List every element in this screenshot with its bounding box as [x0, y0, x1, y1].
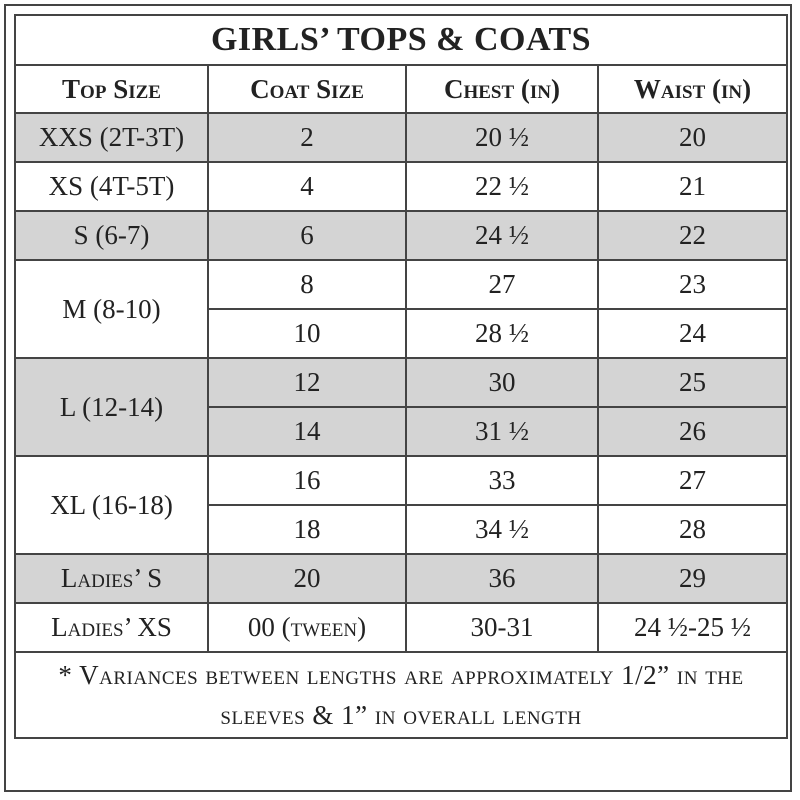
chest-cell: 24 ½	[405, 210, 599, 261]
coat-size-cell: 10	[207, 308, 407, 359]
coat-size-cell: 00 (tween)	[207, 602, 407, 653]
top-size-cell: L (12-14)	[14, 357, 209, 457]
waist-cell: 23	[596, 259, 789, 310]
chest-cell: 31 ½	[405, 406, 599, 457]
waist-cell: 26	[596, 406, 789, 457]
waist-cell: 24 ½-25 ½	[596, 602, 789, 653]
chest-cell: 22 ½	[405, 161, 599, 212]
table-row: 14 31 ½ 26	[15, 406, 789, 457]
table-row: L (12-14) 12 30 25	[14, 357, 789, 457]
top-size-cell: S (6-7)	[14, 210, 209, 261]
table-row: Ladies’ XS 00 (tween) 30-31 24 ½-25 ½	[14, 602, 789, 653]
title-row: GIRLS’ TOPS & COATS	[13, 14, 789, 66]
top-size-cell: XL (16-18)	[14, 455, 209, 555]
waist-cell: 20	[596, 112, 789, 163]
table-row: 18 34 ½ 28	[15, 504, 789, 555]
header-cell: Top Size	[14, 64, 209, 114]
table-title: GIRLS’ TOPS & COATS	[13, 14, 789, 66]
top-size-cell: M (8-10)	[14, 259, 209, 359]
coat-size-cell: 12	[207, 357, 407, 408]
chest-cell: 28 ½	[405, 308, 599, 359]
waist-cell: 22	[596, 210, 789, 261]
waist-cell: 28	[596, 504, 789, 555]
footnote: * Variances between lengths are approxim…	[13, 651, 789, 739]
chest-cell: 20 ½	[405, 112, 599, 163]
top-size-cell: Ladies’ XS	[14, 602, 209, 653]
header-cell: Chest (in)	[405, 64, 599, 114]
table-row: Ladies’ S 20 36 29	[14, 553, 789, 604]
table-row: S (6-7) 6 24 ½ 22	[14, 210, 789, 261]
coat-size-cell: 6	[207, 210, 407, 261]
table-row: XL (16-18) 16 33 27	[14, 455, 789, 555]
chest-cell: 30	[405, 357, 599, 408]
coat-size-cell: 2	[207, 112, 407, 163]
waist-cell: 27	[596, 455, 789, 506]
chest-cell: 27	[405, 259, 599, 310]
top-size-cell: Ladies’ S	[14, 553, 209, 604]
header-cell: Waist (in)	[596, 64, 789, 114]
size-table: GIRLS’ TOPS & COATS Top Size Coat Size C…	[13, 14, 789, 739]
table-row: M (8-10) 8 27 23	[14, 259, 789, 359]
table-body: GIRLS’ TOPS & COATS Top Size Coat Size C…	[13, 14, 789, 739]
top-size-cell: XS (4T-5T)	[14, 161, 209, 212]
coat-size-cell: 20	[207, 553, 407, 604]
chest-cell: 34 ½	[405, 504, 599, 555]
waist-cell: 25	[596, 357, 789, 408]
coat-size-cell: 18	[207, 504, 407, 555]
header-row: Top Size Coat Size Chest (in) Waist (in)	[14, 64, 789, 114]
footnote-row: * Variances between lengths are approxim…	[13, 651, 789, 739]
header-cell: Coat Size	[207, 64, 407, 114]
chest-cell: 30-31	[405, 602, 599, 653]
chest-cell: 33	[405, 455, 599, 506]
coat-size-cell: 14	[207, 406, 407, 457]
outer-frame	[4, 4, 792, 792]
waist-cell: 29	[596, 553, 789, 604]
chest-cell: 36	[405, 553, 599, 604]
table-row: 10 28 ½ 24	[15, 308, 789, 359]
table-row: XS (4T-5T) 4 22 ½ 21	[14, 161, 789, 212]
table-row: XXS (2T-3T) 2 20 ½ 20	[14, 112, 789, 163]
top-size-cell: XXS (2T-3T)	[14, 112, 209, 163]
waist-cell: 24	[596, 308, 789, 359]
coat-size-cell: 4	[207, 161, 407, 212]
coat-size-cell: 16	[207, 455, 407, 506]
waist-cell: 21	[596, 161, 789, 212]
coat-size-cell: 8	[207, 259, 407, 310]
